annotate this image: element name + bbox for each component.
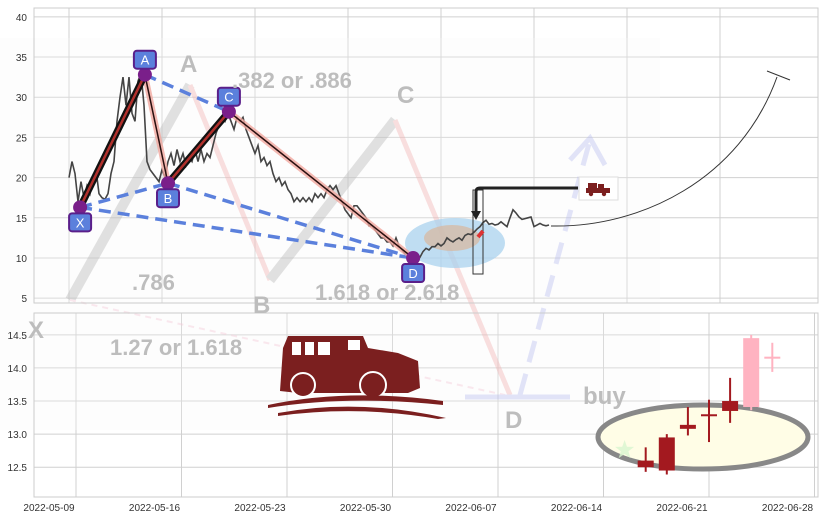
watermark-ratio-786: .786 bbox=[132, 270, 175, 295]
pattern-leg-thick-inner bbox=[78, 74, 147, 208]
pattern-label-box bbox=[132, 49, 157, 70]
watermark-arrow-up bbox=[517, 139, 593, 396]
candle-body bbox=[743, 338, 760, 407]
price-series-line bbox=[68, 72, 550, 259]
pattern-leg-thin bbox=[144, 74, 169, 184]
bottom-x-tick-label: 2022-05-09 bbox=[23, 503, 75, 514]
pattern-leg-thin bbox=[228, 111, 414, 259]
pattern-point-d bbox=[406, 250, 421, 265]
bottom-x-tick-label: 2022-06-21 bbox=[656, 503, 708, 514]
projection-curve bbox=[550, 76, 778, 227]
top-y-tick-label: 35 bbox=[16, 53, 28, 64]
bottom-y-tick-label: 13.5 bbox=[8, 397, 28, 408]
pattern-leg-thick-inner bbox=[167, 110, 230, 185]
watermark-buy-label: buy bbox=[583, 383, 626, 410]
highlight-ellipse-bottom bbox=[595, 402, 811, 472]
candle-body bbox=[679, 424, 696, 429]
pattern-label-box bbox=[68, 212, 93, 233]
top-y-tick-label: 20 bbox=[16, 174, 28, 185]
watermark-label-d: D bbox=[505, 407, 522, 434]
annotation-arrow bbox=[474, 186, 578, 212]
candle-body bbox=[701, 414, 717, 417]
watermark-label-c: C bbox=[397, 82, 414, 109]
watermark-arrowhead bbox=[568, 133, 608, 167]
bottom-x-tick-label: 2022-05-16 bbox=[129, 503, 181, 514]
xabcd-pattern: X A B C D bbox=[68, 49, 426, 283]
watermark-text: X A B C D .382 or .886 .786 1.618 or 2.6… bbox=[28, 51, 626, 434]
pattern-label-a: A bbox=[141, 53, 150, 68]
candle-body bbox=[722, 401, 739, 411]
top-y-tick-label: 40 bbox=[16, 13, 28, 24]
annotation-arrowhead bbox=[471, 211, 481, 220]
top-y-tick-label: 5 bbox=[21, 294, 27, 305]
car-icon bbox=[586, 183, 610, 197]
pattern-label-d: D bbox=[408, 266, 417, 281]
car-annotation-box bbox=[578, 176, 619, 201]
bottom-panel-axes: 12.5 13.0 13.5 14.0 14.5 2022-05-09 2022-05-16… bbox=[8, 312, 819, 514]
top-panel-axes: 5 10 15 20 25 30 35 40 bbox=[16, 7, 819, 305]
pattern-point-b bbox=[161, 176, 175, 191]
red-segment-marker bbox=[476, 229, 485, 239]
watermark-ratio-127-1618: 1.27 or 1.618 bbox=[110, 335, 242, 360]
watermark-label-x: X bbox=[28, 317, 44, 344]
candle-body bbox=[637, 460, 654, 468]
bottom-panel-frame bbox=[33, 312, 819, 498]
pattern-point-a bbox=[137, 67, 152, 82]
pattern-label-box bbox=[401, 262, 426, 283]
bottom-x-tick-label: 2022-06-28 bbox=[762, 503, 814, 514]
pattern-label-box bbox=[216, 86, 241, 107]
bottom-x-tick-label: 2022-06-07 bbox=[445, 503, 497, 514]
pattern-dashed-line bbox=[144, 73, 230, 114]
bottom-y-tick-label: 14.0 bbox=[8, 364, 28, 375]
pattern-point-x bbox=[73, 200, 88, 215]
pattern-label-x: X bbox=[76, 215, 85, 230]
top-y-tick-label: 30 bbox=[16, 93, 28, 104]
pattern-dashed-line bbox=[167, 181, 414, 260]
watermark-ratio-382-886: .382 or .886 bbox=[232, 68, 352, 93]
candle-body bbox=[658, 437, 675, 471]
bottom-x-tick-label: 2022-05-30 bbox=[340, 503, 392, 514]
pattern-label-box bbox=[156, 188, 180, 209]
pattern-point-c bbox=[221, 104, 236, 119]
pattern-dashed-line bbox=[79, 181, 169, 210]
watermark-label-b: B bbox=[253, 292, 270, 319]
pattern-label-c: C bbox=[224, 90, 233, 105]
top-y-tick-label: 10 bbox=[16, 254, 28, 265]
bottom-y-tick-label: 14.5 bbox=[8, 331, 28, 342]
candle-body bbox=[764, 356, 781, 359]
top-panel-frame bbox=[33, 7, 819, 304]
bottom-x-tick-label: 2022-05-23 bbox=[234, 503, 286, 514]
price-line bbox=[68, 72, 550, 259]
top-annotations bbox=[405, 218, 505, 268]
star-marker bbox=[615, 440, 635, 459]
projection-curve-end-bar bbox=[766, 70, 791, 81]
top-y-tick-label: 25 bbox=[16, 133, 28, 144]
bottom-x-tick-label: 2022-06-14 bbox=[551, 503, 603, 514]
candlesticks bbox=[615, 334, 781, 475]
watermark-leg-ab bbox=[187, 84, 273, 281]
bottom-y-tick-label: 13.0 bbox=[8, 430, 28, 441]
watermark-leg-xa bbox=[65, 82, 195, 303]
pattern-label-b: B bbox=[164, 191, 173, 206]
bottom-y-tick-label: 12.5 bbox=[8, 463, 28, 474]
jeep-logo bbox=[268, 336, 446, 419]
watermark-label-a: A bbox=[180, 51, 197, 78]
top-y-tick-label: 15 bbox=[16, 214, 28, 225]
watermark-ratio-1618-2618: 1.618 or 2.618 bbox=[315, 280, 459, 305]
top-annotations-front bbox=[471, 70, 791, 275]
watermark-leg-bc bbox=[266, 116, 399, 284]
